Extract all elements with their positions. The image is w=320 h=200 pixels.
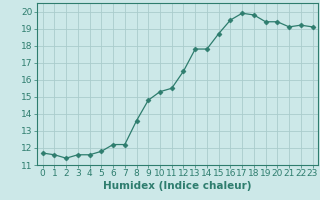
X-axis label: Humidex (Indice chaleur): Humidex (Indice chaleur) — [103, 181, 252, 191]
